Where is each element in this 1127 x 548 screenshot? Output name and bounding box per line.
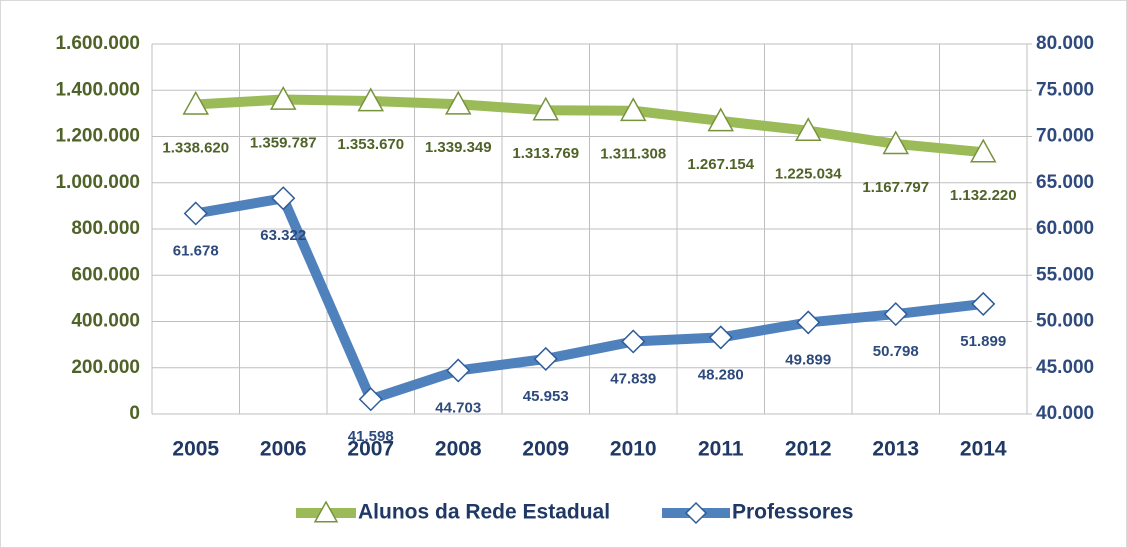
legend-label: Alunos da Rede Estadual [358, 501, 610, 524]
data-label: 47.839 [610, 370, 656, 387]
legend-marker [684, 501, 708, 525]
series-line [190, 193, 989, 405]
legend-marker [313, 500, 339, 523]
y2-tick-label: 60.000 [1036, 218, 1094, 239]
marker [969, 138, 997, 163]
data-label: 1.132.220 [950, 187, 1017, 204]
data-label: 1.338.620 [162, 139, 229, 156]
legend-label: Professores [732, 501, 853, 524]
y-tick-label: 1.000.000 [55, 172, 140, 193]
data-label: 51.899 [960, 333, 1006, 350]
x-tick-label: 2005 [172, 438, 219, 461]
marker [971, 291, 996, 316]
y-tick-label: 200.000 [71, 357, 140, 378]
y-tick-label: 400.000 [71, 311, 140, 332]
x-tick-label: 2008 [435, 438, 482, 461]
data-label: 48.280 [698, 366, 744, 383]
data-label: 41.598 [348, 428, 394, 445]
marker [182, 90, 210, 115]
marker [882, 130, 910, 155]
marker [707, 107, 735, 132]
data-label: 1.313.769 [512, 145, 579, 162]
x-tick-label: 2012 [785, 438, 832, 461]
data-label: 63.322 [260, 227, 306, 244]
y2-tick-label: 70.000 [1036, 126, 1094, 147]
marker [794, 117, 822, 142]
x-tick-label: 2014 [960, 438, 1007, 461]
y2-tick-label: 65.000 [1036, 172, 1094, 193]
y2-tick-label: 80.000 [1036, 33, 1094, 54]
y2-tick-label: 55.000 [1036, 264, 1094, 285]
marker [619, 97, 647, 122]
data-label: 1.353.670 [337, 136, 404, 153]
data-label: 1.167.797 [862, 179, 929, 196]
data-label: 49.899 [785, 351, 831, 368]
y-tick-label: 800.000 [71, 218, 140, 239]
marker [883, 302, 908, 327]
data-label: 61.678 [173, 242, 219, 259]
data-label: 1.311.308 [600, 146, 666, 163]
y2-tick-label: 50.000 [1036, 311, 1094, 332]
data-label: 44.703 [435, 399, 481, 416]
y-tick-label: 600.000 [71, 264, 140, 285]
y-tick-label: 1.400.000 [55, 79, 140, 100]
marker [271, 186, 296, 211]
x-tick-label: 2006 [260, 438, 307, 461]
data-label: 1.359.787 [250, 135, 317, 152]
series-line [190, 94, 989, 158]
marker [532, 96, 560, 121]
x-tick-label: 2010 [610, 438, 657, 461]
y2-tick-label: 45.000 [1036, 357, 1094, 378]
marker [533, 346, 558, 371]
y-tick-label: 1.600.000 [55, 33, 140, 54]
x-tick-label: 2007 [347, 438, 394, 461]
y-tick-label: 1.200.000 [55, 126, 140, 147]
y-tick-label: 0 [129, 403, 140, 424]
marker [444, 90, 472, 115]
y2-tick-label: 75.000 [1036, 79, 1094, 100]
x-tick-label: 2011 [698, 438, 744, 461]
marker [183, 201, 208, 226]
marker [621, 329, 646, 354]
data-label: 1.339.349 [425, 139, 492, 156]
data-label: 50.798 [873, 343, 919, 360]
marker [357, 87, 385, 112]
data-label: 1.267.154 [687, 156, 754, 173]
y2-tick-label: 40.000 [1036, 403, 1094, 424]
marker [708, 325, 733, 350]
marker [269, 86, 297, 110]
marker [446, 358, 471, 383]
marker [796, 310, 821, 335]
data-label: 45.953 [523, 388, 569, 405]
x-tick-label: 2013 [872, 438, 919, 461]
marker [358, 387, 383, 412]
x-tick-label: 2009 [522, 438, 569, 461]
data-label: 1.225.034 [775, 166, 842, 183]
